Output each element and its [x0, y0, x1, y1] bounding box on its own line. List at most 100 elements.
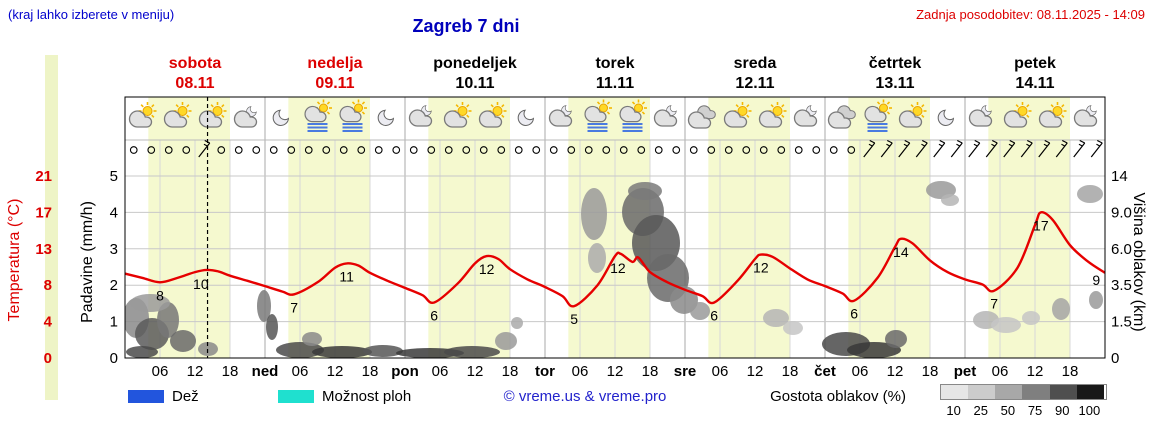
wind-calm-icon	[479, 146, 488, 154]
wind-barb-halftick	[1043, 143, 1048, 147]
cloud-height-tick-label: 6.0	[1111, 241, 1132, 258]
cloud-shape	[758, 110, 783, 128]
sun-ray	[641, 111, 646, 115]
weather-icon-cloud	[827, 105, 856, 129]
cloud-blob	[363, 345, 403, 357]
day-date: 14.11	[1015, 75, 1054, 92]
sun-ray	[501, 114, 505, 118]
wind-barb-tick	[1061, 139, 1068, 144]
weather-icon-moon-cloud	[653, 105, 678, 127]
moon-shape	[272, 109, 290, 126]
wind-calm-icon	[619, 146, 628, 154]
wind-calm-icon	[654, 146, 663, 154]
wind-calm-icon	[637, 146, 646, 154]
x-axis-ticks: 06 12 18 ned 06 12 18 pon 06 12 18 tor 06 12 18 sre 06 12…	[152, 363, 1079, 380]
sun-ray	[221, 104, 225, 108]
wind-calm-icon	[602, 146, 611, 154]
wind-barb-halftick	[886, 143, 891, 147]
sun-disc	[1052, 106, 1063, 116]
cloud-height-tick-label: 0	[1111, 350, 1119, 367]
wind-barb-icon	[863, 139, 876, 158]
wind-barb-shaft	[1073, 142, 1086, 158]
density-swatch	[941, 385, 969, 399]
wind-calm-icon	[794, 146, 803, 154]
cloud-shape	[687, 111, 712, 129]
wind-barb-tick	[869, 139, 876, 144]
cloud-blob	[581, 188, 607, 240]
wind-calm-icon	[409, 146, 418, 154]
daylight-band	[288, 97, 370, 358]
cloud-shape	[619, 105, 642, 123]
cloud-blob	[628, 182, 662, 200]
cloud-blob	[991, 317, 1021, 333]
weather-icon-partly-day	[163, 102, 192, 128]
weather-icon-partly-day	[758, 102, 787, 128]
wind-calm-icon	[252, 146, 261, 154]
sun-ray	[326, 101, 331, 105]
wind-barb-icon	[880, 139, 893, 158]
cloud-blob	[1077, 185, 1103, 203]
sun-ray	[151, 104, 155, 108]
hour-tick-label: 06	[992, 363, 1009, 380]
temperature-point-label: 9	[1092, 272, 1100, 288]
day-name: torek	[595, 55, 634, 72]
page-title: Zagreb 7 dni	[412, 16, 520, 36]
sun-disc	[142, 106, 153, 116]
wind-calm-icon	[829, 146, 838, 154]
cloud-shape	[968, 109, 993, 127]
wind-calm-icon	[217, 146, 226, 154]
weather-icon-fog-day	[619, 99, 647, 132]
hour-tick-label: 06	[572, 363, 589, 380]
weather-icon-moon-cloud	[793, 105, 818, 127]
plot-border	[124, 96, 1106, 359]
cloud-height-tick-label: 14	[1111, 168, 1128, 185]
wind-barb-tick	[939, 139, 946, 144]
sun-disc	[634, 103, 643, 113]
wind-barb-tick	[956, 139, 963, 144]
day-name: petek	[1014, 55, 1056, 72]
cloud-shape	[339, 105, 362, 123]
wind-calm-icon	[724, 146, 733, 154]
sun-disc	[457, 106, 468, 116]
cloud-height-tick-label: 1.5	[1111, 314, 1132, 331]
wind-barb-icon	[933, 139, 946, 158]
precip-tick-label: 1	[110, 314, 118, 331]
wind-barb-tick	[974, 139, 981, 144]
wind-barb-shaft	[198, 142, 211, 158]
wind-calm-icon	[357, 146, 366, 154]
wind-calm-icon	[759, 146, 768, 154]
cloud-height-tick-label: 3.5	[1111, 277, 1132, 294]
hour-tick-label: 06	[292, 363, 309, 380]
hour-tick-label: 18	[502, 363, 519, 380]
temperature-tick-label: 0	[44, 350, 52, 367]
cloud-density-gradient-bar	[940, 384, 1107, 400]
temperature-point-label: 12	[610, 260, 626, 276]
density-tick-label: 25	[973, 403, 988, 418]
showers-legend-swatch	[278, 390, 314, 403]
day-date: 08.11	[175, 75, 214, 92]
sun-disc	[212, 106, 223, 116]
wind-calm-icon	[689, 146, 698, 154]
sun-ray	[140, 104, 144, 108]
showers-legend-label: Možnost ploh	[322, 388, 412, 405]
cloud-blob	[941, 194, 959, 206]
temperature-point-label: 12	[479, 261, 495, 277]
sun-ray	[596, 101, 601, 105]
wind-calm-icon	[287, 146, 296, 154]
weather-icon-moon	[517, 109, 535, 126]
density-swatch	[968, 385, 996, 399]
gridlines	[125, 97, 1105, 358]
cloud-blob	[847, 342, 901, 358]
sun-ray	[641, 101, 646, 105]
weather-icon-partly-day	[198, 102, 227, 128]
weather-icon-partly-day	[1038, 102, 1067, 128]
wind-barb-tick	[1079, 139, 1086, 144]
cloud-blob	[302, 332, 322, 346]
temperature-tick-label: 21	[35, 168, 52, 185]
weather-icon-moon	[272, 109, 290, 126]
wind-calm-icon	[427, 146, 436, 154]
wind-calm-icon	[322, 146, 331, 154]
hour-tick-label: 12	[887, 363, 904, 380]
temperature-point-label: 17	[1033, 217, 1049, 233]
wind-calm-icon	[374, 146, 383, 154]
